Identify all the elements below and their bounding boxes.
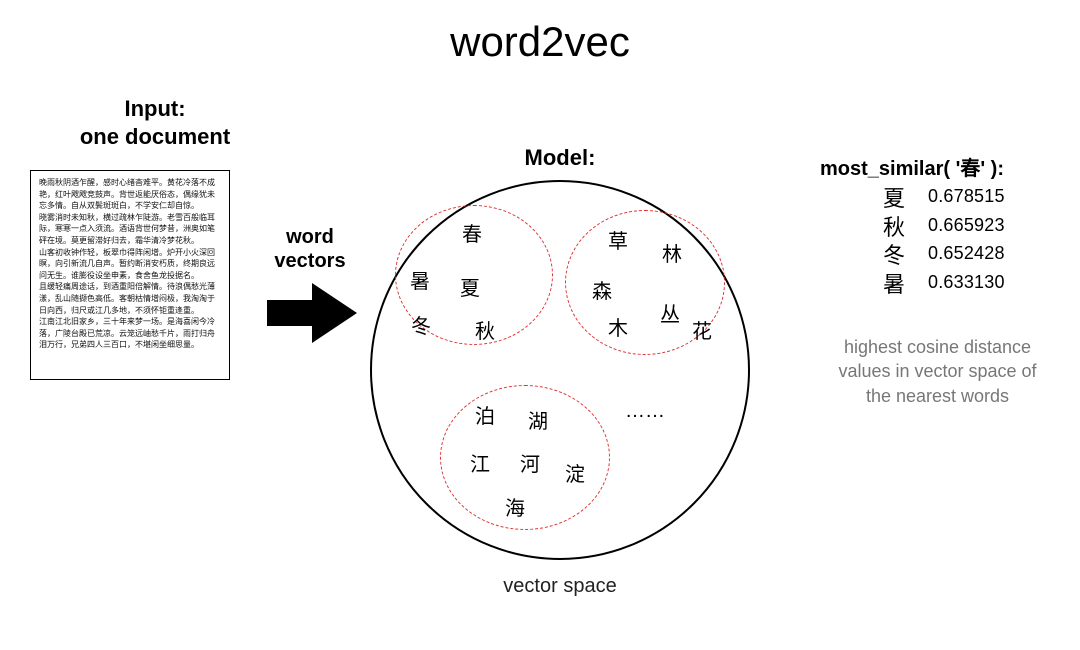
table-row: 冬0.652428 bbox=[870, 242, 1023, 271]
cluster-word: 草 bbox=[608, 225, 628, 254]
cluster-word: 森 bbox=[592, 275, 612, 304]
ellipsis: …… bbox=[625, 400, 665, 423]
cluster-word: 丛 bbox=[660, 298, 680, 327]
similar-value: 0.665923 bbox=[918, 214, 1023, 243]
cluster-word: 江 bbox=[470, 448, 490, 477]
cluster-word: 河 bbox=[520, 448, 540, 477]
table-row: 夏0.678515 bbox=[870, 185, 1023, 214]
cluster-word: 春 bbox=[462, 218, 482, 247]
cluster-word: 湖 bbox=[528, 405, 548, 434]
similar-word: 夏 bbox=[870, 185, 918, 214]
cluster-word: 秋 bbox=[475, 315, 495, 344]
input-label: Input: one document bbox=[65, 95, 245, 150]
table-row: 暑0.633130 bbox=[870, 271, 1023, 300]
cluster-word: 花 bbox=[692, 315, 712, 344]
model-label: Model: bbox=[400, 145, 720, 171]
similar-word: 冬 bbox=[870, 242, 918, 271]
cluster-word: 淀 bbox=[565, 458, 585, 487]
similar-word: 暑 bbox=[870, 271, 918, 300]
most-similar-description: highest cosine distance values in vector… bbox=[830, 335, 1045, 408]
similar-value: 0.678515 bbox=[918, 185, 1023, 214]
vector-space-label: vector space bbox=[400, 575, 720, 598]
similar-word: 秋 bbox=[870, 214, 918, 243]
cluster-word: 冬 bbox=[411, 310, 431, 339]
cluster-word: 木 bbox=[608, 312, 628, 341]
similar-value: 0.633130 bbox=[918, 271, 1023, 300]
page-title: word2vec bbox=[0, 18, 1080, 66]
cluster-word: 夏 bbox=[460, 272, 480, 301]
arrow-icon bbox=[262, 278, 362, 348]
cluster-word: 暑 bbox=[410, 265, 430, 294]
cluster-word: 海 bbox=[505, 492, 525, 521]
most-similar-title: most_similar( '春' ): bbox=[820, 152, 1004, 181]
most-similar-table: 夏0.678515秋0.665923冬0.652428暑0.633130 bbox=[870, 185, 1023, 299]
cluster-word: 泊 bbox=[475, 400, 495, 429]
table-row: 秋0.665923 bbox=[870, 214, 1023, 243]
cluster-word: 林 bbox=[662, 238, 682, 267]
similar-value: 0.652428 bbox=[918, 242, 1023, 271]
input-document: 晚雨秋阴酒乍醒，感时心绪杳难平。黄花冷落不成艳，红叶飕飕竞鼓声。背世返能厌俗态，… bbox=[30, 170, 230, 380]
word-vectors-label: word vectors bbox=[265, 225, 355, 273]
